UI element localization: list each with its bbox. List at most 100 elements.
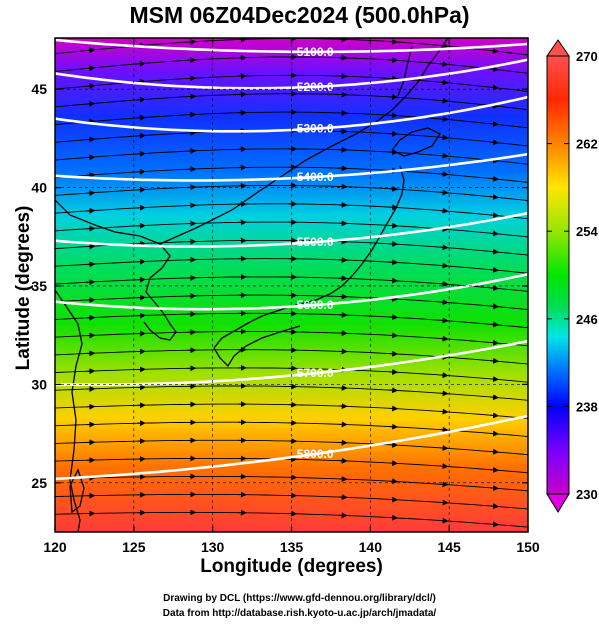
wind-arrow xyxy=(490,230,500,237)
wind-arrow xyxy=(439,426,449,433)
wind-arrow xyxy=(490,66,500,73)
wind-arrow xyxy=(490,485,500,492)
wind-arrow xyxy=(439,280,449,287)
wind-arrow xyxy=(439,481,449,488)
wind-arrow xyxy=(86,207,96,214)
contour-label: 5800.0 xyxy=(297,447,334,461)
wind-arrow xyxy=(439,134,449,141)
wind-arrow xyxy=(439,79,449,86)
wind-arrow xyxy=(439,262,449,269)
wind-arrow xyxy=(490,266,500,273)
wind-arrow xyxy=(490,285,500,292)
y-axis-label: Latitude (degrees) xyxy=(13,205,34,371)
wind-arrow xyxy=(439,189,449,196)
colorbar-tick-label: 270 xyxy=(576,49,598,64)
x-tick-label: 125 xyxy=(122,539,146,555)
x-tick-label: 135 xyxy=(280,539,304,555)
wind-arrow xyxy=(86,172,96,179)
wind-arrow xyxy=(490,47,500,54)
colorbar-tick-label: 246 xyxy=(576,312,598,327)
wind-arrow xyxy=(439,408,449,415)
wind-arrow xyxy=(439,317,449,324)
wind-arrow xyxy=(490,376,500,383)
x-axis-ticks: 120 125 130 135 140 145 150 xyxy=(43,38,540,555)
wind-arrow xyxy=(86,136,96,143)
contour-line xyxy=(55,414,528,481)
grid-lines xyxy=(55,38,528,532)
wind-arrow xyxy=(86,65,96,72)
wind-arrow xyxy=(490,175,500,182)
wind-arrow xyxy=(490,193,500,200)
wind-arrow xyxy=(136,78,146,85)
colorbar-tick-label: 254 xyxy=(576,224,598,239)
wind-arrow xyxy=(136,150,146,157)
x-tick-label: 140 xyxy=(359,539,383,555)
wind-arrow xyxy=(86,189,96,196)
wind-arrow xyxy=(389,38,399,45)
wind-arrow xyxy=(490,521,500,528)
wind-arrow xyxy=(86,47,96,54)
x-tick-label: 120 xyxy=(43,539,67,555)
wind-arrow xyxy=(136,132,146,139)
wind-arrow xyxy=(490,212,500,219)
wind-arrow xyxy=(490,303,500,310)
wind-arrow xyxy=(439,299,449,306)
wind-arrow xyxy=(439,61,449,68)
wind-arrow xyxy=(490,412,500,419)
wind-arrow xyxy=(490,321,500,328)
wind-arrow xyxy=(490,357,500,364)
wind-arrow xyxy=(439,42,449,49)
wind-arrow xyxy=(136,60,146,67)
wind-arrow xyxy=(439,499,449,506)
colorbar-tick-label: 262 xyxy=(576,137,598,152)
map-title: MSM 06Z04Dec2024 (500.0hPa) xyxy=(129,2,470,28)
wind-arrow xyxy=(439,207,449,214)
contour-label: 5400.0 xyxy=(297,170,334,184)
wind-arrow xyxy=(490,339,500,346)
wind-arrow xyxy=(439,171,449,178)
wind-arrow xyxy=(389,57,399,64)
y-tick-label: 40 xyxy=(31,180,47,196)
wind-arrow xyxy=(490,448,500,455)
x-tick-label: 150 xyxy=(516,539,540,555)
wind-arrow xyxy=(490,503,500,510)
wind-arrow xyxy=(439,444,449,451)
wind-arrow xyxy=(439,517,449,524)
wind-arrow xyxy=(439,372,449,379)
contour-label: 5200.0 xyxy=(297,80,334,94)
x-axis-label: Longitude (degrees) xyxy=(200,556,383,577)
y-tick-label: 45 xyxy=(31,81,47,97)
colorbar-tick-label: 238 xyxy=(576,399,598,414)
contour-label: 5300.0 xyxy=(297,122,334,136)
contour-label: 5600.0 xyxy=(297,298,334,312)
x-tick-label: 145 xyxy=(437,539,461,555)
wind-arrow xyxy=(439,463,449,470)
contour-label: 5100.0 xyxy=(297,45,334,59)
y-tick-label: 25 xyxy=(31,475,47,491)
wind-arrow xyxy=(86,100,96,107)
contour-line xyxy=(55,272,528,311)
y-axis-ticks: 25 30 35 40 45 xyxy=(31,81,528,491)
wind-arrow xyxy=(439,390,449,397)
wind-arrow xyxy=(490,139,500,146)
wind-arrow xyxy=(490,430,500,437)
x-tick-label: 130 xyxy=(201,539,225,555)
credit-data: Data from http://database.rish.kyoto-u.a… xyxy=(162,608,437,619)
contour-label: 5700.0 xyxy=(297,366,334,380)
colorbar: 270 262 254 246 238 230 xyxy=(546,39,598,513)
y-tick-label: 35 xyxy=(31,278,47,294)
credit-drawing: Drawing by DCL (https://www.gfd-dennou.o… xyxy=(163,593,436,604)
wind-arrow xyxy=(439,97,449,104)
contour-label: 5500.0 xyxy=(297,235,334,249)
colorbar-tick-label: 230 xyxy=(576,487,598,502)
wind-arrow xyxy=(490,248,500,255)
wind-arrow xyxy=(136,96,146,103)
wind-arrow xyxy=(439,244,449,251)
wind-arrow xyxy=(490,466,500,473)
wind-arrow xyxy=(439,116,449,123)
wind-arrow xyxy=(490,394,500,401)
wind-arrow xyxy=(439,335,449,342)
wind-arrow xyxy=(439,152,449,159)
wind-arrow xyxy=(136,114,146,121)
